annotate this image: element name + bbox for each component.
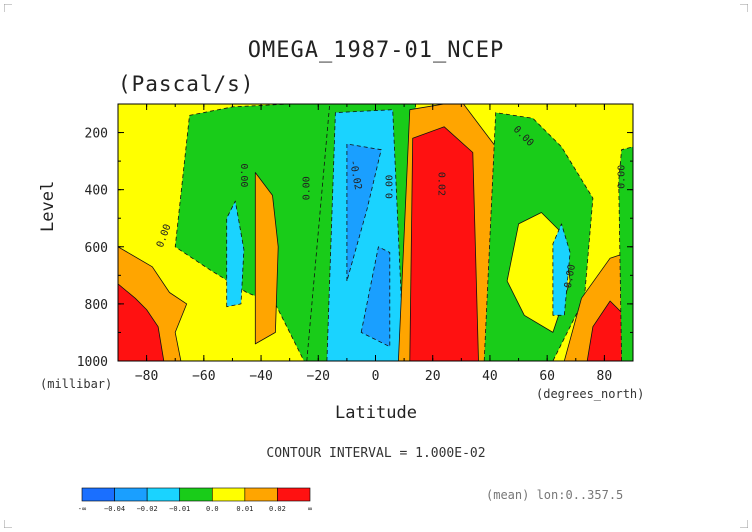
colorbar-label: 0.02: [269, 505, 286, 513]
contour-region-negative-0.01-band: [618, 146, 633, 361]
contour-label: 0.02: [435, 172, 446, 196]
contour-region-negative-0.04-core: [360, 246, 391, 348]
contour-label: 0.00: [238, 163, 249, 187]
contour-interval-label: CONTOUR INTERVAL = 1.000E-02: [266, 446, 486, 461]
contour-label: 0.00: [616, 165, 627, 189]
chart-title: OMEGA_1987-01_NCEP: [247, 38, 505, 63]
x-axis-units: (degrees_north): [536, 387, 645, 401]
y-tick-label: 800: [85, 298, 108, 313]
y-tick-label: 1000: [77, 355, 108, 370]
y-tick-label: 200: [85, 127, 108, 142]
contour-label: 0.00: [302, 176, 313, 200]
contour-region-negative-0.02-band: [226, 200, 245, 308]
colorbar-swatch: [179, 487, 213, 502]
colorbar-label: −0.02: [137, 505, 158, 513]
colorbar-label: −0.04: [104, 505, 125, 513]
colorbar-label: -∞: [78, 505, 86, 513]
x-tick-label: 20: [425, 369, 441, 384]
colorbar-label: 0.0: [206, 505, 219, 513]
x-tick-label: 60: [539, 369, 555, 384]
contour-region-positive-0.02-core: [409, 126, 479, 361]
x-axis-label: Latitude: [335, 403, 417, 423]
contour-label: 0.00: [563, 264, 578, 290]
contour-region-negative-0.02-band: [552, 223, 571, 316]
contour-label: 0.00: [385, 175, 396, 199]
colorbar-swatch: [211, 487, 246, 502]
contour-fills: [118, 104, 633, 361]
y-tick-label: 600: [85, 241, 108, 256]
contour-label: -0.02: [347, 159, 363, 191]
x-tick-label: 40: [482, 369, 498, 384]
colorbar-label: 0.01: [236, 505, 253, 513]
x-tick-label: 80: [597, 369, 613, 384]
x-tick-label: −40: [249, 369, 272, 384]
contour-region-positive-0.02-core: [118, 283, 165, 361]
colorbar-swatch: [81, 487, 115, 502]
x-tick-label: 0: [372, 369, 380, 384]
chart-units: (Pascal/s): [118, 72, 255, 96]
contour-region-negative-0.04-core: [346, 143, 382, 282]
colorbar-label: −0.01: [169, 505, 190, 513]
y-axis-units: (millibar): [40, 377, 113, 391]
colorbar-swatch: [114, 487, 148, 502]
y-tick-label: 400: [85, 184, 108, 199]
colorbar-label: ∞: [308, 505, 312, 513]
colorbar-swatch: [146, 487, 181, 502]
colorbar-swatch: [244, 487, 278, 502]
colorbar-swatch: [277, 487, 311, 502]
x-tick-label: −80: [135, 369, 158, 384]
x-tick-label: −60: [192, 369, 215, 384]
mean-longitude-label: (mean) lon:0..357.5: [486, 488, 624, 502]
x-tick-label: −20: [307, 369, 330, 384]
contour-region-positive-0.01-band: [254, 172, 279, 345]
